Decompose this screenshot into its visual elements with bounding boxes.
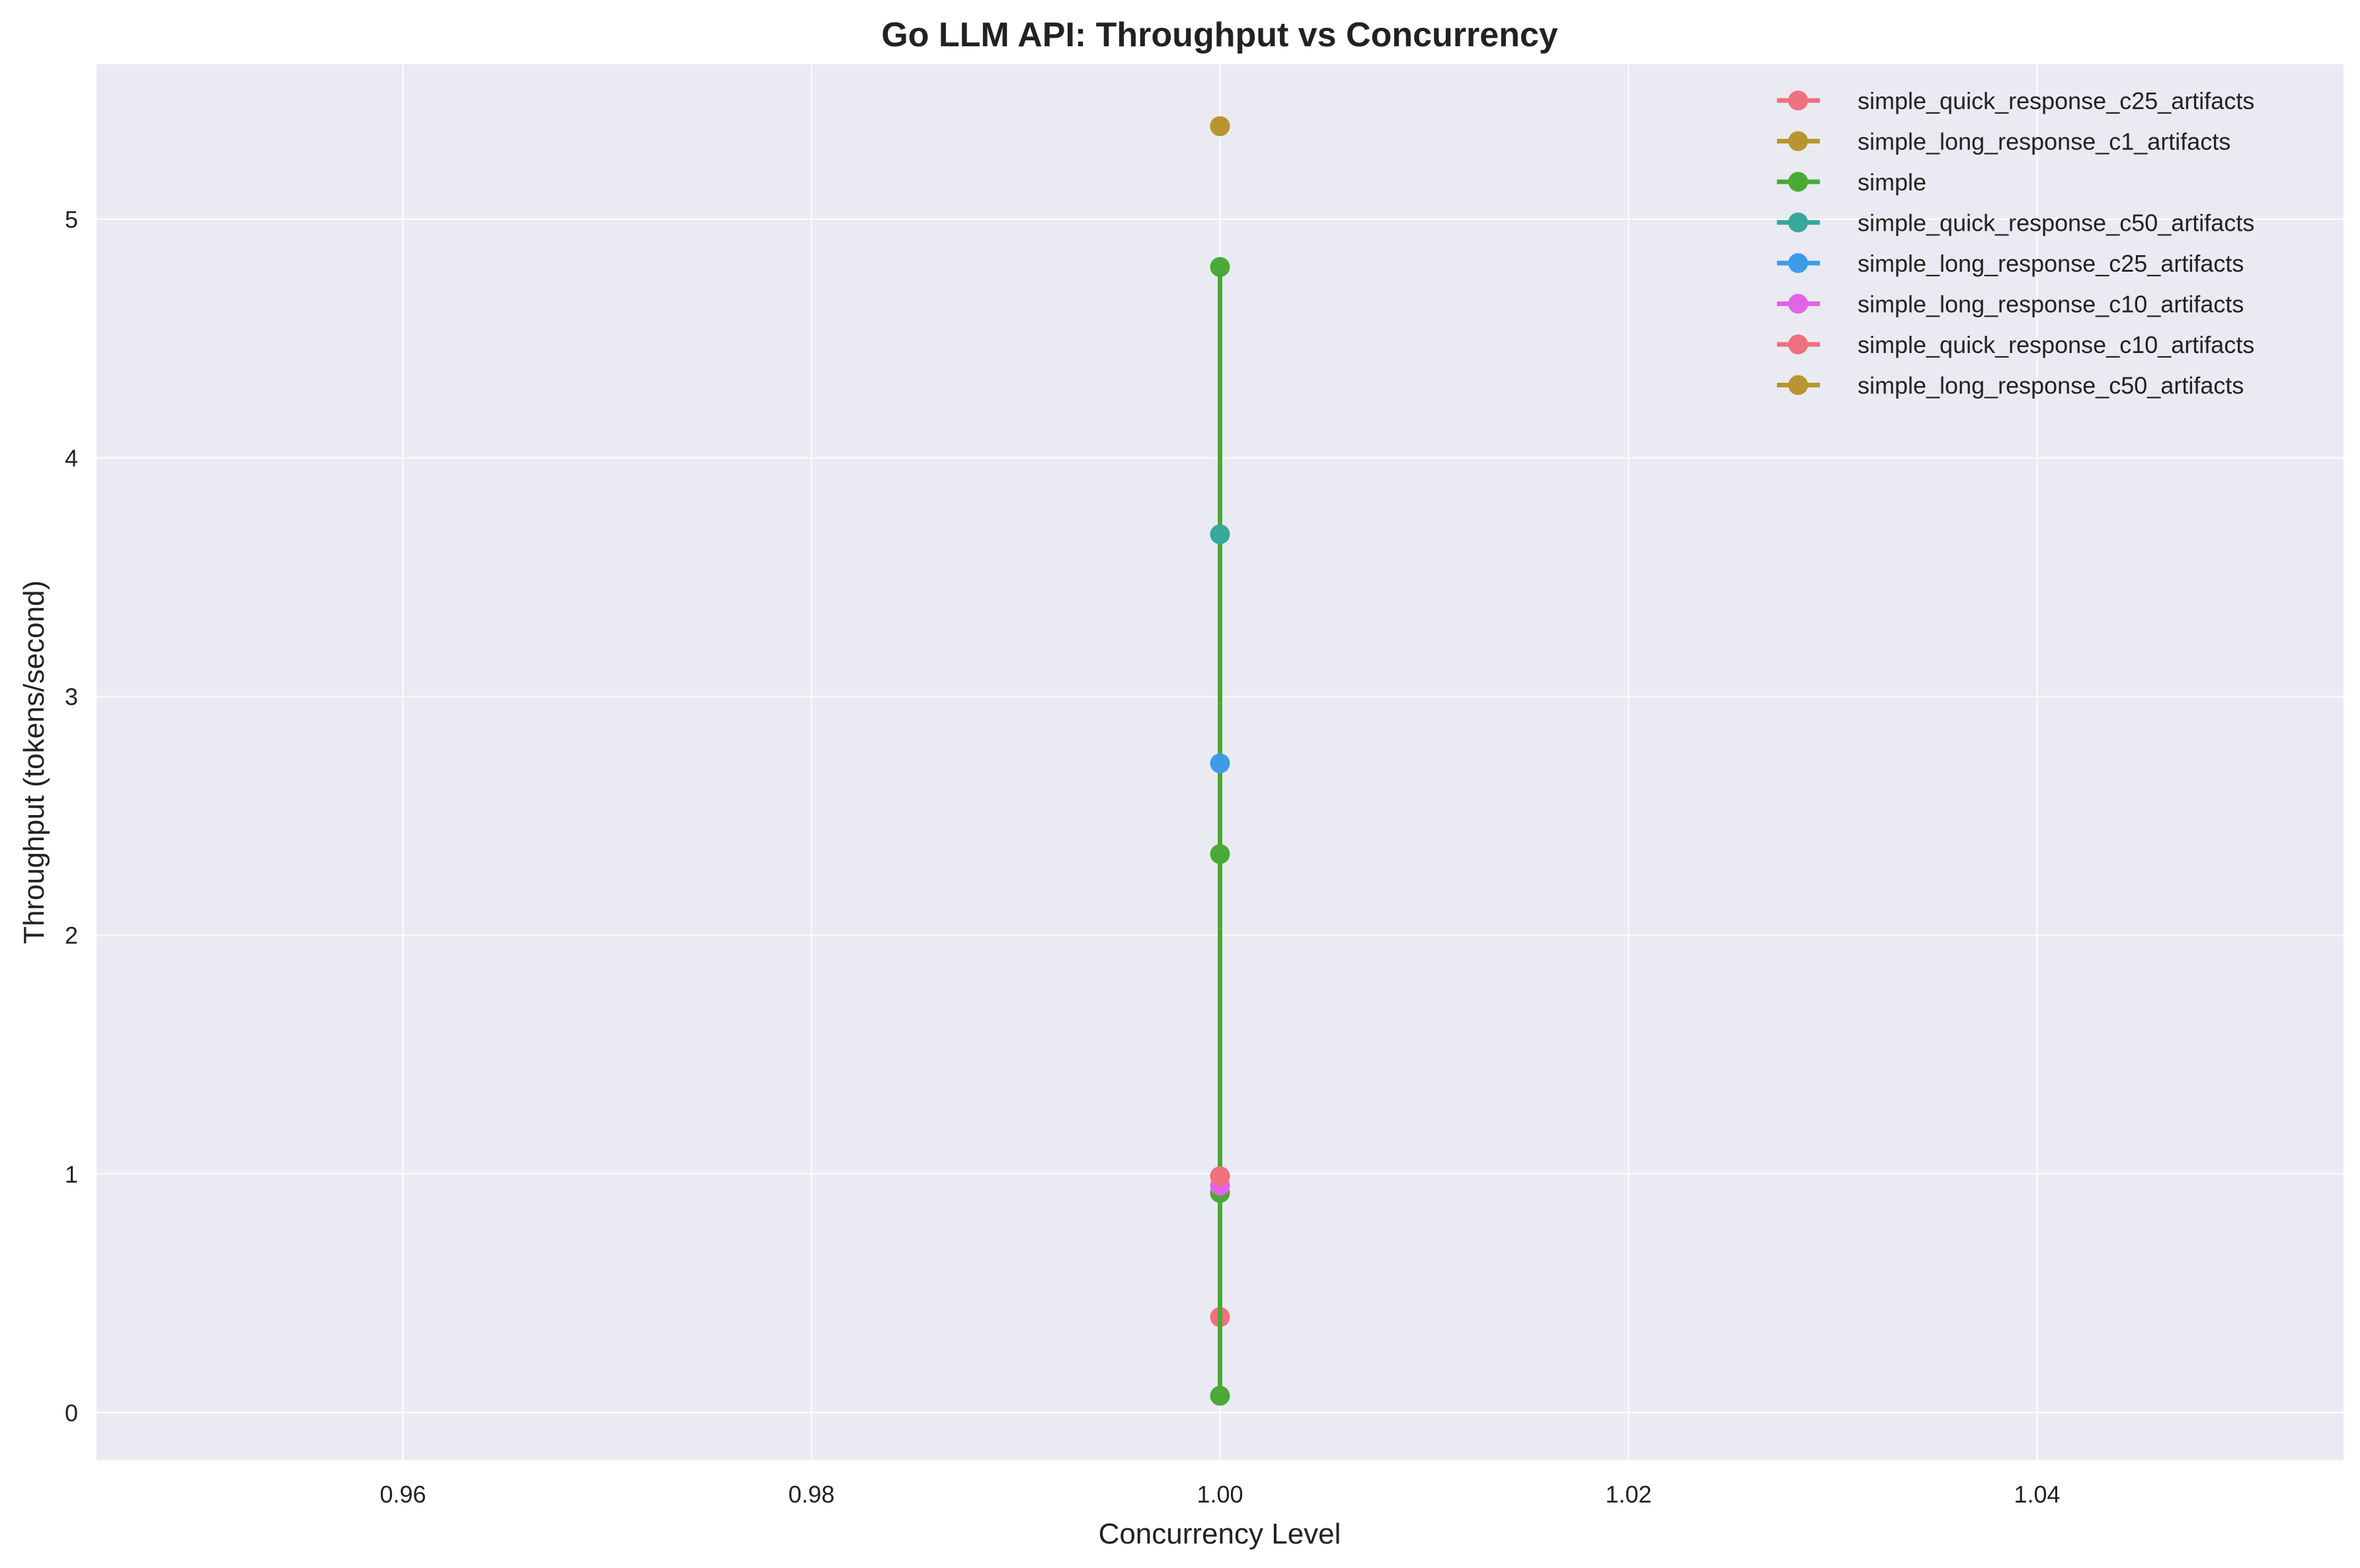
data-point	[1210, 256, 1230, 277]
legend: simple_quick_response_c25_artifactssimpl…	[1777, 87, 2254, 399]
series-simple_long_response_c50_artifacts	[1210, 116, 1230, 136]
x-tick-label: 0.96	[379, 1481, 426, 1508]
legend-item: simple_long_response_c1_artifacts	[1777, 128, 2230, 155]
y-tick-label: 2	[65, 922, 78, 949]
data-point	[1210, 116, 1230, 136]
legend-label: simple_long_response_c25_artifacts	[1858, 250, 2244, 277]
legend-label: simple	[1858, 169, 1926, 196]
data-point	[1210, 753, 1230, 773]
x-tick-label: 1.04	[2014, 1481, 2060, 1508]
series-simple_long_response_c25_artifacts	[1210, 753, 1230, 773]
legend-label: simple_long_response_c1_artifacts	[1858, 128, 2230, 155]
x-tick-label: 1.00	[1197, 1481, 1243, 1508]
y-axis-label: Throughput (tokens/second)	[18, 580, 50, 944]
series-simple_quick_response_c10_artifacts	[1210, 1166, 1230, 1187]
legend-item: simple	[1777, 169, 1926, 196]
legend-marker	[1788, 131, 1808, 151]
legend-item: simple_long_response_c50_artifacts	[1777, 372, 2244, 399]
legend-label: simple_quick_response_c10_artifacts	[1858, 331, 2254, 358]
x-tick-label: 1.02	[1605, 1481, 1651, 1508]
chart-title: Go LLM API: Throughput vs Concurrency	[881, 16, 1558, 54]
legend-marker	[1788, 91, 1808, 110]
y-tick-label: 4	[65, 445, 78, 472]
y-tick-label: 1	[65, 1161, 78, 1188]
y-tick-label: 0	[65, 1399, 78, 1427]
series-simple_quick_response_c50_artifacts	[1210, 524, 1230, 545]
legend-label: simple_quick_response_c25_artifacts	[1858, 87, 2254, 114]
y-tick-labels: 0 1 2 3 4 5	[65, 206, 78, 1427]
series-layer	[1210, 116, 1230, 1406]
legend-item: simple_long_response_c25_artifacts	[1777, 250, 2244, 277]
legend-item: simple_quick_response_c50_artifacts	[1777, 210, 2254, 237]
x-axis-label: Concurrency Level	[1099, 1518, 1341, 1550]
data-point	[1210, 1386, 1230, 1406]
legend-marker	[1788, 334, 1808, 354]
legend-item: simple_quick_response_c25_artifacts	[1777, 87, 2254, 114]
legend-label: simple_long_response_c50_artifacts	[1858, 372, 2244, 399]
legend-marker	[1788, 172, 1808, 192]
legend-marker	[1788, 253, 1808, 273]
legend-label: simple_quick_response_c50_artifacts	[1858, 210, 2254, 237]
x-tick-label: 0.98	[788, 1481, 834, 1508]
legend-marker	[1788, 212, 1808, 233]
legend-item: simple_long_response_c10_artifacts	[1777, 291, 2244, 318]
y-tick-label: 5	[65, 206, 78, 233]
legend-marker	[1788, 294, 1808, 314]
x-tick-labels: 0.96 0.98 1.00 1.02 1.04	[379, 1481, 2060, 1508]
series-simple	[1210, 256, 1230, 1406]
legend-item: simple_quick_response_c10_artifacts	[1777, 331, 2254, 358]
y-tick-label: 3	[65, 684, 78, 711]
legend-label: simple_long_response_c10_artifacts	[1858, 291, 2244, 318]
data-point	[1210, 843, 1230, 864]
legend-marker	[1788, 375, 1808, 395]
data-point	[1210, 1166, 1230, 1187]
data-point	[1210, 524, 1230, 545]
